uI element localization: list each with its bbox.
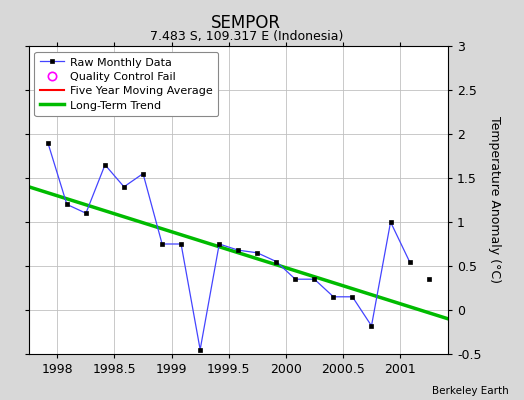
Text: Berkeley Earth: Berkeley Earth [432,386,508,396]
Raw Monthly Data [121,184,127,189]
Raw Monthly Data [140,171,146,176]
Raw Monthly Data [330,294,336,299]
Raw Monthly Data [178,242,184,246]
Raw Monthly Data [235,248,242,252]
Raw Monthly Data [350,294,356,299]
Raw Monthly Data [159,242,165,246]
Raw Monthly Data [387,220,394,224]
Raw Monthly Data [83,211,89,216]
Y-axis label: Temperature Anomaly (°C): Temperature Anomaly (°C) [488,116,501,284]
Legend: Raw Monthly Data, Quality Control Fail, Five Year Moving Average, Long-Term Tren: Raw Monthly Data, Quality Control Fail, … [35,52,218,116]
Raw Monthly Data [102,162,108,167]
Text: 7.483 S, 109.317 E (Indonesia): 7.483 S, 109.317 E (Indonesia) [149,30,343,43]
Raw Monthly Data [273,259,279,264]
Raw Monthly Data [197,347,203,352]
Raw Monthly Data [311,277,318,282]
Raw Monthly Data [64,202,70,207]
Line: Raw Monthly Data: Raw Monthly Data [46,140,412,352]
Raw Monthly Data [45,140,51,145]
Raw Monthly Data [254,250,260,255]
Raw Monthly Data [368,324,375,328]
Raw Monthly Data [407,259,413,264]
Raw Monthly Data [292,277,299,282]
Raw Monthly Data [216,242,222,246]
Text: SEMPOR: SEMPOR [211,14,281,32]
